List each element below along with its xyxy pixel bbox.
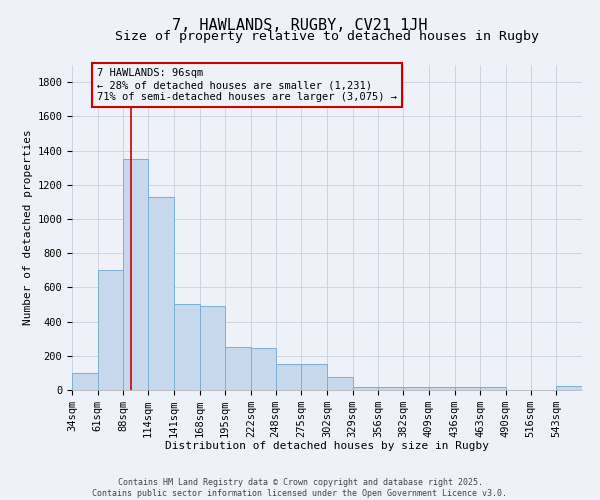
Bar	[124, 159, 148, 390]
Bar	[327, 377, 353, 390]
Bar	[199, 306, 225, 390]
Bar	[148, 196, 174, 390]
Bar	[379, 388, 403, 390]
Bar	[225, 347, 251, 390]
Text: Contains HM Land Registry data © Crown copyright and database right 2025.
Contai: Contains HM Land Registry data © Crown c…	[92, 478, 508, 498]
Bar	[98, 270, 124, 390]
Bar	[403, 388, 429, 390]
Y-axis label: Number of detached properties: Number of detached properties	[23, 130, 33, 326]
Bar	[455, 388, 480, 390]
Bar	[174, 304, 199, 390]
Bar	[556, 386, 582, 390]
Bar	[72, 374, 98, 390]
Bar	[301, 364, 327, 390]
Bar	[480, 388, 506, 390]
Bar	[251, 348, 275, 390]
Bar	[275, 364, 301, 390]
Text: 7, HAWLANDS, RUGBY, CV21 1JH: 7, HAWLANDS, RUGBY, CV21 1JH	[172, 18, 428, 32]
X-axis label: Distribution of detached houses by size in Rugby: Distribution of detached houses by size …	[165, 442, 489, 452]
Title: Size of property relative to detached houses in Rugby: Size of property relative to detached ho…	[115, 30, 539, 43]
Bar	[429, 388, 455, 390]
Bar	[353, 388, 379, 390]
Text: 7 HAWLANDS: 96sqm
← 28% of detached houses are smaller (1,231)
71% of semi-detac: 7 HAWLANDS: 96sqm ← 28% of detached hous…	[97, 68, 397, 102]
